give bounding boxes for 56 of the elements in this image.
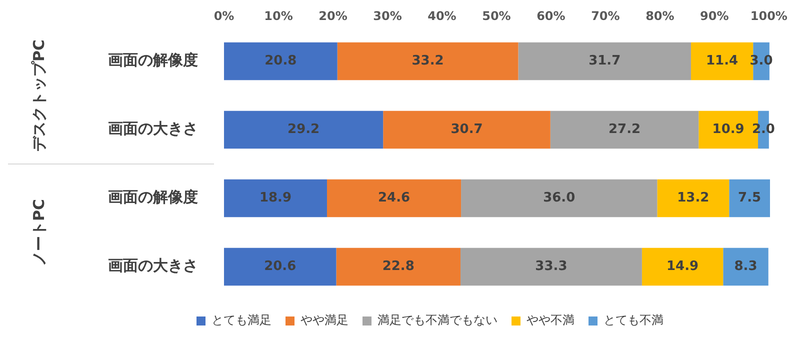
x-tick-label: 100% xyxy=(750,8,788,23)
y-tick-label: 画面の大きさ xyxy=(108,256,198,275)
data-label: 22.8 xyxy=(382,259,414,274)
bar xyxy=(642,248,724,286)
bar xyxy=(336,248,460,286)
x-tick-label: 10% xyxy=(264,8,293,23)
y-tick-label: 画面の解像度 xyxy=(108,188,198,206)
data-label: 7.5 xyxy=(738,190,762,206)
bar xyxy=(518,42,691,80)
data-label: 27.2 xyxy=(608,122,641,138)
bar xyxy=(729,179,770,218)
bar xyxy=(224,248,336,286)
legend-label: やや満足 xyxy=(300,313,348,328)
text: デスクトップPC xyxy=(30,39,48,152)
x-tick-label: 40% xyxy=(428,8,456,23)
x-tick-label: 70% xyxy=(591,8,620,23)
legend-label: とても満足 xyxy=(212,313,272,328)
data-label: 33.2 xyxy=(412,54,444,69)
data-label: 18.9 xyxy=(259,190,292,206)
x-tick-label: 30% xyxy=(373,8,402,23)
x-tick-label: 50% xyxy=(482,8,511,23)
data-label: 30.7 xyxy=(450,122,483,138)
x-tick-label: 90% xyxy=(700,8,729,23)
bar xyxy=(337,42,518,80)
data-label: 31.7 xyxy=(588,54,621,69)
data-label: 8.3 xyxy=(734,259,758,274)
bar xyxy=(383,110,550,149)
bar xyxy=(460,248,642,286)
bar xyxy=(326,179,462,218)
data-label: 20.6 xyxy=(264,259,296,274)
bar xyxy=(224,110,384,149)
bar xyxy=(224,42,338,80)
legend-label: やや不満 xyxy=(526,313,574,328)
x-tick-label: 80% xyxy=(646,8,674,23)
x-tick-label: 60% xyxy=(536,8,566,23)
y-tick-label: 画面の大きさ xyxy=(108,120,198,138)
data-label: 10.9 xyxy=(712,122,744,138)
bar xyxy=(550,110,699,149)
data-label: 33.3 xyxy=(535,259,568,274)
data-label: 11.4 xyxy=(706,54,738,69)
bar xyxy=(723,248,768,286)
legend-label: 満足でも不満でもない xyxy=(378,313,498,328)
y-tick-label: 画面の解像度 xyxy=(108,51,198,70)
text: ノートPC xyxy=(30,198,48,266)
data-label: 29.2 xyxy=(288,122,320,138)
data-label: 13.2 xyxy=(677,190,710,206)
data-label: 24.6 xyxy=(378,190,410,206)
x-tick-label: 0% xyxy=(214,8,234,23)
bar xyxy=(224,179,327,218)
legend-label: とても不満 xyxy=(604,313,664,328)
bar xyxy=(461,179,658,218)
bar xyxy=(657,179,730,218)
data-label: 36.0 xyxy=(543,190,576,206)
data-label: 20.8 xyxy=(264,54,297,69)
x-tick-label: 20% xyxy=(318,8,348,23)
data-label: 14.9 xyxy=(666,259,699,274)
